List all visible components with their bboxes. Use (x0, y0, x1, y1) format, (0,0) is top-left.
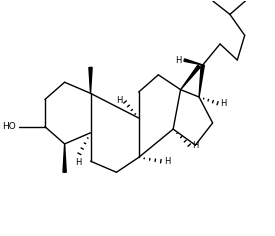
Text: H: H (164, 157, 170, 166)
Polygon shape (184, 59, 203, 65)
Text: H: H (192, 141, 199, 150)
Polygon shape (181, 65, 200, 90)
Text: H: H (116, 96, 122, 105)
Polygon shape (199, 65, 204, 97)
Polygon shape (89, 67, 92, 93)
Text: H: H (175, 55, 181, 64)
Text: H: H (221, 99, 227, 108)
Text: H: H (75, 158, 81, 167)
Polygon shape (63, 144, 66, 172)
Text: HO: HO (2, 122, 16, 131)
